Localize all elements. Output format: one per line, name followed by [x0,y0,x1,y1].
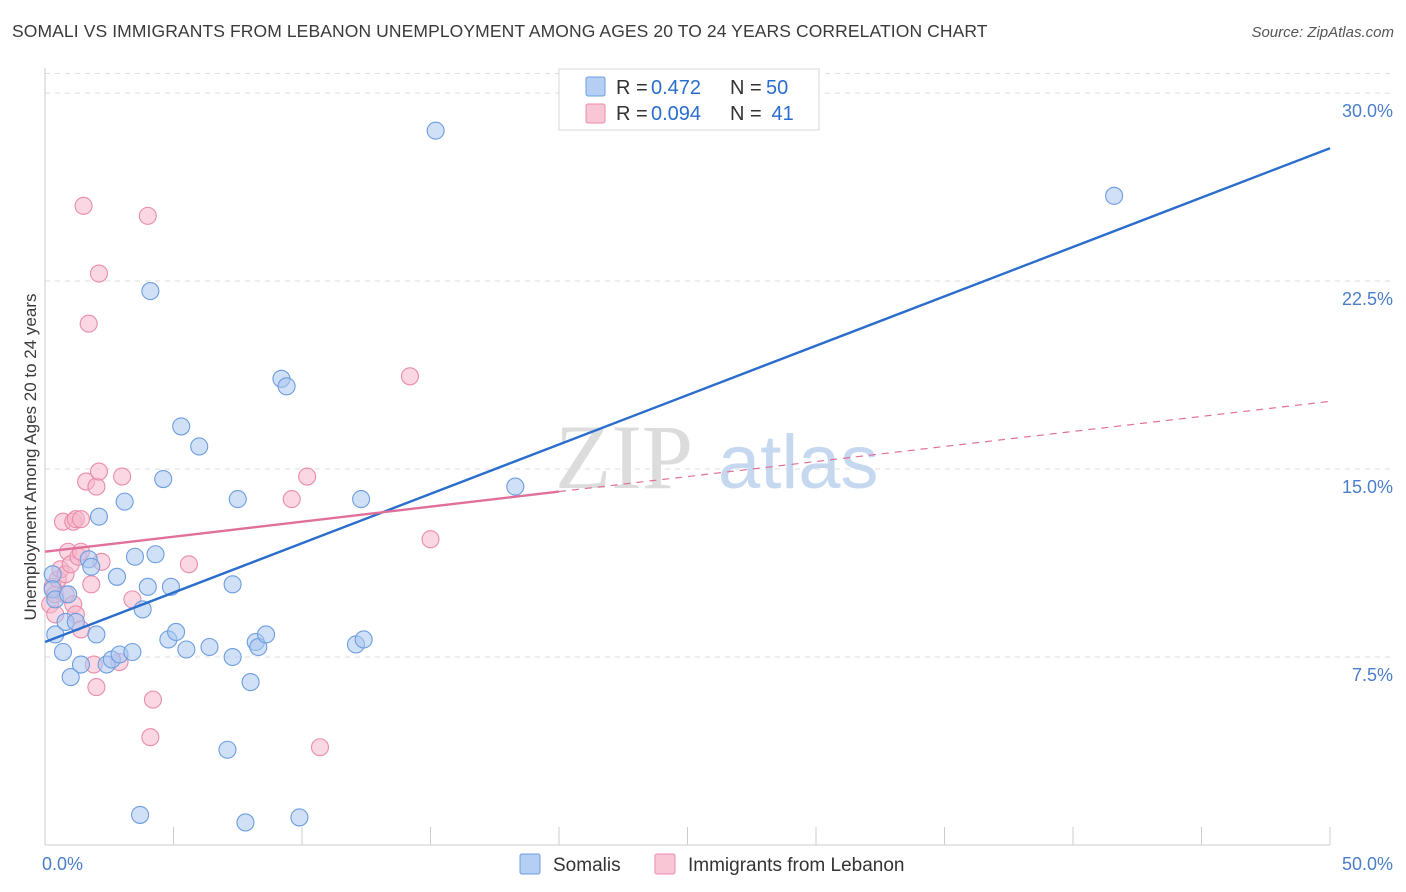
point-lebanon-36 [282,490,301,509]
axes [44,68,1331,846]
point-somalis-26 [154,470,173,489]
watermark-atlas: atlas [718,420,879,505]
point-somalis-16 [107,567,127,586]
point-somalis-7 [61,668,80,687]
point-somalis-25 [146,545,165,564]
legend-row-lebanon: R = 0.094 N = 41 [585,103,794,125]
point-somalis-36 [223,575,242,594]
watermark-zip: ZIP [555,406,693,508]
series-somalis-points [43,121,1124,832]
point-somalis-38 [236,813,255,832]
legend-swatch-lebanon [585,103,606,124]
legend-row-somalis: R = 0.472 N = 50 [585,76,788,99]
point-lebanon-25 [87,477,106,496]
legend-r-value-somalis: 0.472 [651,77,701,99]
x-tick-label-1: 50.0% [1342,854,1393,874]
legend-swatch-somalis [585,76,606,97]
point-somalis-6 [59,585,78,604]
point-somalis-47 [354,630,373,649]
point-somalis-12 [87,625,106,644]
point-lebanon-32 [138,206,157,225]
point-lebanon-37 [298,467,317,486]
point-lebanon-21 [79,314,98,333]
y-tick-label-2: 22.5% [1342,289,1393,309]
point-somalis-30 [172,417,191,436]
legend-n-value-lebanon: 41 [766,103,794,125]
series-lebanon-points [41,196,440,757]
point-lebanon-30 [113,467,132,486]
point-somalis-48 [352,490,371,509]
point-somalis-20 [125,547,144,566]
point-somalis-11 [82,557,101,576]
point-somalis-23 [138,577,157,596]
point-somalis-24 [141,282,160,301]
point-somalis-9 [71,655,91,674]
point-somalis-32 [190,437,209,456]
legend: R = 0.472 N = 50 R = 0.094 N = 41 [558,68,820,131]
y-tick-label-0: 7.5% [1352,665,1393,685]
y-axis-label: Unemployment Among Ages 20 to 24 years [21,294,40,621]
point-somalis-21 [131,805,150,824]
legend-n-label-somalis: N = [730,77,762,99]
x-tick-label-0: 0.0% [42,854,83,874]
point-somalis-35 [223,647,242,667]
watermark: ZIP atlas [555,406,879,508]
point-lebanon-35 [179,555,198,574]
legend-r-value-lebanon: 0.094 [651,103,701,125]
trend-line-somalis [44,147,1331,644]
point-lebanon-40 [421,530,440,549]
point-lebanon-19 [74,196,93,215]
bottom-legend-label-lebanon: Immigrants from Lebanon [688,855,905,876]
bottom-legend-swatch-somalis [519,853,541,875]
point-somalis-19 [123,642,142,662]
legend-n-label-lebanon: N = [730,103,762,125]
grid-lines [45,73,1392,658]
point-lebanon-34 [143,690,162,709]
bottom-legend-label-somalis: Somalis [553,855,621,876]
source-label: Source: ZipAtlas.com [1251,24,1394,41]
point-somalis-44 [277,377,296,396]
legend-r-label-lebanon: R = [616,103,648,125]
point-lebanon-16 [71,510,91,529]
point-lebanon-22 [82,575,101,594]
chart-title: SOMALI VS IMMIGRANTS FROM LEBANON UNEMPL… [12,21,988,41]
y-tick-label-3: 30.0% [1342,101,1393,121]
point-somalis-13 [89,507,109,526]
point-somalis-0 [43,565,62,584]
point-somalis-18 [115,492,134,511]
point-somalis-45 [290,808,309,827]
point-lebanon-27 [89,462,109,481]
point-somalis-39 [241,673,260,692]
point-lebanon-24 [87,678,106,697]
point-lebanon-33 [141,728,160,747]
point-somalis-31 [177,640,196,659]
bottom-legend-swatch-lebanon [654,853,676,875]
point-somalis-51 [1105,186,1124,205]
bottom-legend: Somalis Immigrants from Lebanon [519,853,905,876]
point-somalis-42 [256,625,276,644]
tick-labels: 7.5% 15.0% 22.5% 30.0% 0.0% 50.0% [42,101,1393,874]
point-somalis-50 [506,477,525,496]
point-somalis-49 [426,121,445,140]
point-somalis-34 [218,740,237,759]
legend-n-value-somalis: 50 [766,77,788,99]
trend-line-lebanon [44,490,560,553]
point-lebanon-38 [310,738,330,757]
trend-lines [44,147,1331,644]
point-lebanon-39 [400,367,419,386]
point-lebanon-26 [89,264,109,283]
point-somalis-37 [228,490,247,509]
legend-r-label-somalis: R = [616,77,648,99]
y-tick-label-1: 15.0% [1342,477,1393,497]
point-somalis-4 [53,642,73,662]
point-somalis-33 [200,637,219,657]
point-somalis-29 [167,622,186,642]
